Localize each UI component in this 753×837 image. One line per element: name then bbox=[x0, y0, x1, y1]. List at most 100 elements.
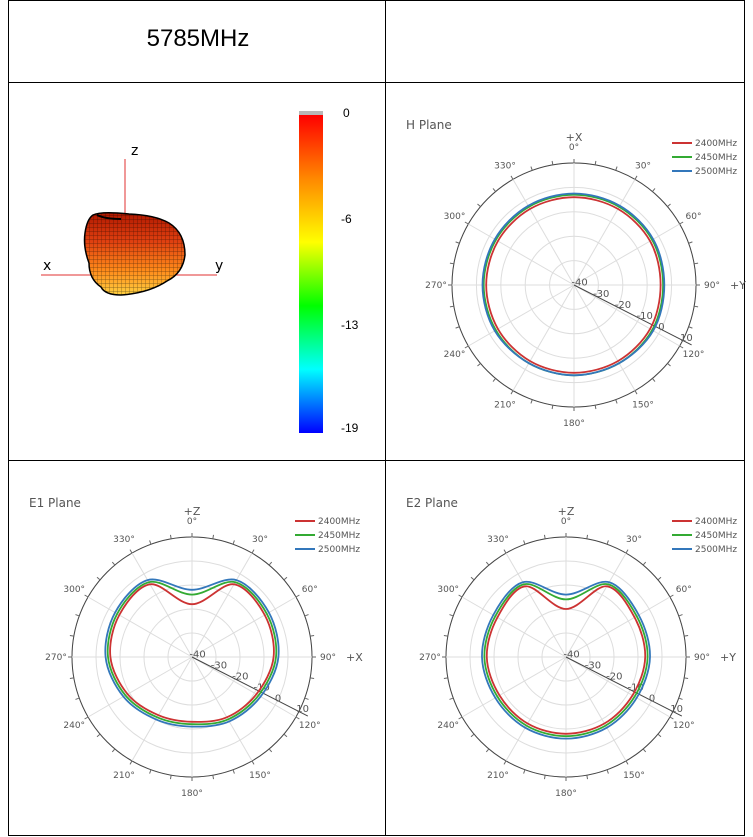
axis-right-label: +Y bbox=[720, 651, 736, 664]
grid-spoke bbox=[191, 596, 297, 658]
radial-tick-label: -40 bbox=[563, 650, 579, 661]
angle-tick bbox=[543, 775, 546, 780]
grid-spoke bbox=[87, 596, 193, 658]
angle-tick bbox=[449, 305, 454, 308]
grid-spoke bbox=[461, 656, 567, 718]
angle-label: 330° bbox=[487, 535, 509, 545]
angle-tick bbox=[510, 390, 514, 395]
angle-label: 210° bbox=[494, 401, 516, 411]
axis-right-label: +Y bbox=[730, 279, 746, 292]
radial-axis bbox=[565, 656, 683, 717]
frequency-title: 5785MHz bbox=[146, 25, 250, 52]
table-cell-frequency: 5785MHz bbox=[8, 0, 386, 83]
angle-label: 210° bbox=[113, 771, 135, 781]
radial-tick-label: 10 bbox=[670, 704, 683, 715]
angle-tick bbox=[586, 534, 589, 539]
angle-tick bbox=[449, 262, 454, 265]
radial-tick-label: 0 bbox=[275, 693, 281, 704]
angle-label: 180° bbox=[555, 789, 577, 799]
angle-tick bbox=[443, 634, 448, 637]
grid-spoke bbox=[573, 284, 636, 391]
angle-tick bbox=[470, 733, 475, 738]
e1-plane-chart: E1 Plane-40-30-20-100100°30°60°90°120°15… bbox=[29, 496, 363, 799]
angle-tick bbox=[694, 262, 699, 265]
legend-label: 2450MHz bbox=[318, 531, 360, 541]
series-line bbox=[485, 585, 647, 735]
angle-label: 0° bbox=[569, 143, 579, 153]
angle-tick bbox=[688, 326, 693, 329]
radial-axis bbox=[191, 656, 309, 717]
angle-tick bbox=[615, 166, 618, 171]
radial-tick-label: -20 bbox=[232, 672, 248, 683]
angle-tick bbox=[295, 594, 300, 598]
radial-tick-label: 0 bbox=[649, 693, 655, 704]
angle-tick bbox=[586, 775, 589, 780]
angle-tick bbox=[642, 561, 647, 566]
angle-tick bbox=[455, 241, 460, 244]
angle-label: 120° bbox=[299, 721, 321, 731]
legend-label: 2500MHz bbox=[695, 167, 737, 177]
table-cell-h-plane: H Plane -40 -30 -20 -10 0 10 0° 30° 60° 90° 120° 150… bbox=[385, 82, 746, 461]
angle-tick bbox=[304, 614, 309, 617]
angle-tick bbox=[510, 175, 514, 180]
angle-tick bbox=[96, 576, 101, 581]
legend-label: 2500MHz bbox=[695, 545, 737, 555]
angle-tick bbox=[485, 561, 490, 566]
angle-tick bbox=[615, 399, 618, 404]
colorbar-cap bbox=[299, 111, 323, 115]
angle-tick bbox=[657, 576, 662, 581]
grid-spoke bbox=[191, 656, 253, 762]
angle-tick bbox=[443, 677, 448, 680]
angle-tick bbox=[667, 203, 671, 207]
x-axis-label: x bbox=[43, 258, 51, 274]
angle-tick bbox=[129, 549, 133, 554]
angle-tick bbox=[458, 594, 463, 598]
angle-label: 330° bbox=[113, 535, 135, 545]
colorbar-tick-1: -6 bbox=[341, 212, 352, 226]
angle-label: 150° bbox=[632, 401, 654, 411]
grid-spoke bbox=[87, 656, 193, 718]
angle-tick bbox=[96, 733, 101, 738]
angle-tick bbox=[678, 614, 683, 617]
angle-tick bbox=[684, 677, 689, 680]
angle-tick bbox=[652, 378, 656, 382]
angle-tick bbox=[283, 733, 288, 738]
angle-tick bbox=[212, 534, 215, 539]
grid-spoke bbox=[131, 656, 193, 762]
angle-tick bbox=[625, 760, 629, 765]
angle-tick bbox=[523, 769, 526, 774]
grid-spoke bbox=[131, 552, 193, 658]
angle-tick bbox=[111, 748, 116, 753]
angle-tick bbox=[149, 540, 152, 545]
angle-label: 60° bbox=[686, 212, 702, 222]
angle-tick bbox=[295, 716, 300, 720]
angle-tick bbox=[449, 697, 454, 700]
angle-label: 30° bbox=[252, 535, 268, 545]
angle-tick bbox=[523, 540, 526, 545]
angle-tick bbox=[251, 549, 255, 554]
z-axis-label: z bbox=[131, 143, 138, 159]
angle-label: 330° bbox=[494, 161, 516, 171]
angle-label: 120° bbox=[673, 721, 695, 731]
angle-tick bbox=[75, 614, 80, 617]
grid-spoke bbox=[573, 284, 680, 347]
angle-tick bbox=[169, 534, 172, 539]
radial-axis bbox=[573, 284, 692, 346]
table-cell-e2-plane: E2 Plane -40 -30 -20 -10 0 10 0° 30° 60° 90° 120° 15… bbox=[385, 460, 745, 836]
grid-spoke bbox=[573, 179, 636, 286]
grid-spoke bbox=[565, 552, 627, 658]
angle-tick bbox=[634, 390, 638, 395]
angle-label: 60° bbox=[676, 585, 692, 595]
radial-tick-label: -10 bbox=[627, 682, 643, 693]
angle-label: 270° bbox=[419, 653, 441, 663]
table-cell-e1-plane: E1 Plane -40 -30 -20 -10 0 10 0° 30° 60° 90° 120° 15… bbox=[8, 460, 386, 836]
angle-label: 90° bbox=[704, 281, 720, 291]
angle-label: 60° bbox=[302, 585, 318, 595]
angle-tick bbox=[470, 576, 475, 581]
angle-tick bbox=[594, 160, 597, 165]
legend-label: 2500MHz bbox=[318, 545, 360, 555]
angle-label: 0° bbox=[561, 517, 571, 527]
angle-tick bbox=[149, 769, 152, 774]
axis-top-label: +X bbox=[566, 131, 583, 144]
angle-tick bbox=[543, 534, 546, 539]
